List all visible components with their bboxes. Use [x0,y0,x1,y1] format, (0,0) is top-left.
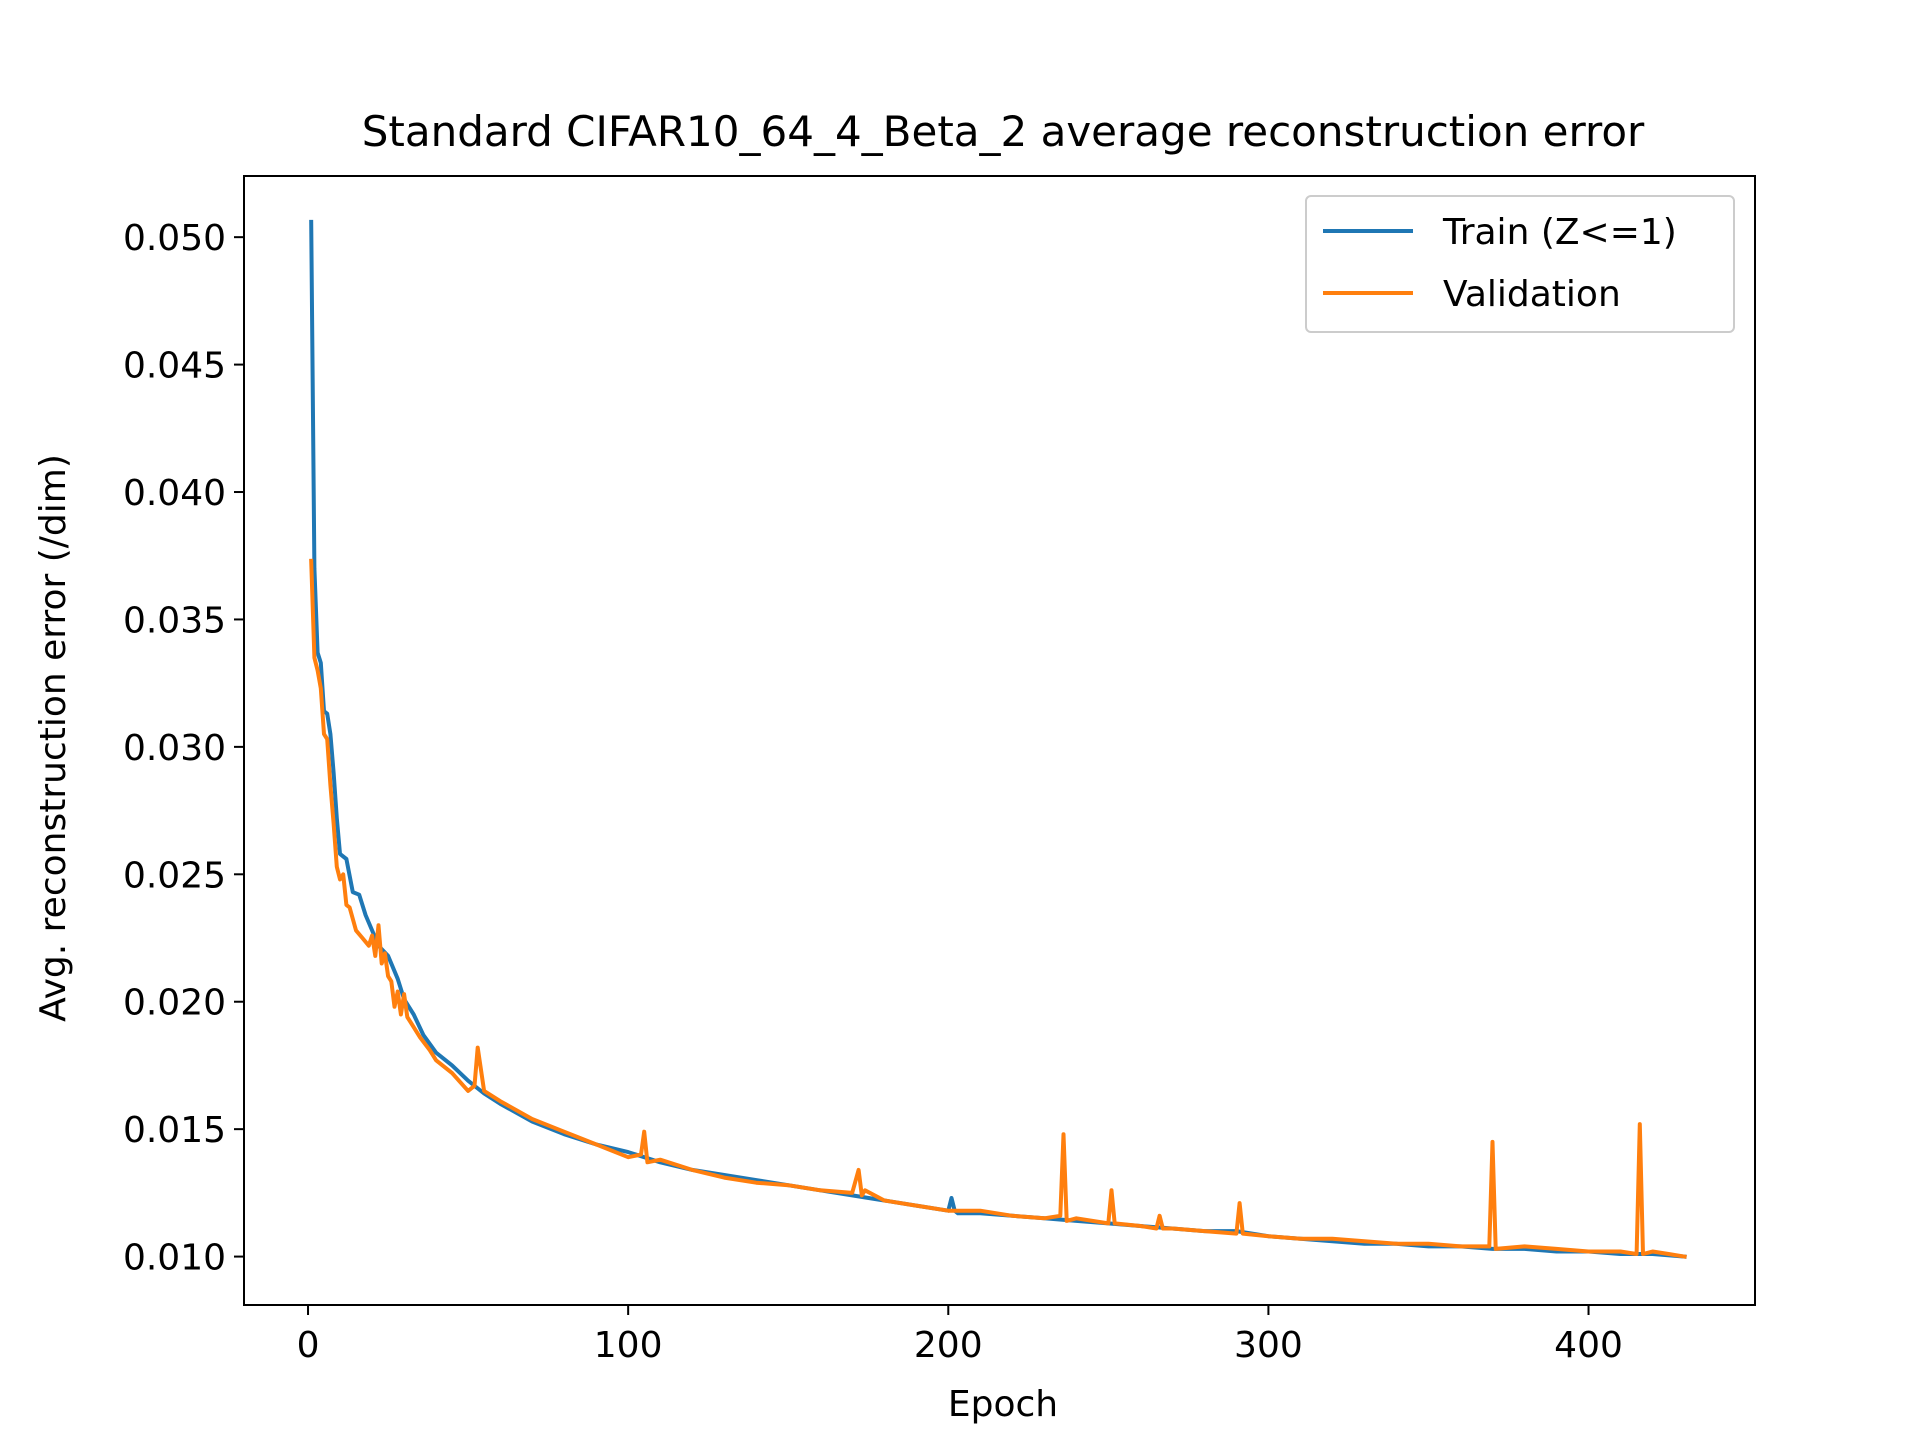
y-tick-label: 0.035 [123,600,226,641]
legend: Train (Z<=1) Validation [1305,195,1735,333]
x-tick-label: 400 [1554,1325,1623,1366]
x-tick-label: 200 [914,1325,983,1366]
series-line-train [309,219,1687,1259]
x-axis-label: Epoch [948,1384,1058,1425]
y-tick-label: 0.025 [123,855,226,896]
y-tick-label: 0.015 [123,1110,226,1151]
x-tick-label: 0 [297,1325,320,1366]
y-tick-label: 0.040 [123,473,226,514]
plot-area [243,175,1756,1306]
legend-label: Validation [1443,274,1621,315]
series-line-validation [309,558,1687,1259]
y-tick-label: 0.020 [123,983,226,1024]
y-tick-label: 0.010 [123,1238,226,1279]
axes-frame [243,175,1756,1306]
y-tick-label: 0.030 [123,728,226,769]
y-axis-label: Avg. reconstruction error (/dim) [33,454,74,1022]
legend-label: Train (Z<=1) [1442,212,1677,253]
x-tick-label: 100 [594,1325,663,1366]
y-axis: 0.010 0.015 0.020 0.025 0.030 0.035 0.040 0.045… [123,218,244,1279]
y-tick-label: 0.050 [123,218,226,259]
x-tick-label: 300 [1234,1325,1303,1366]
y-tick-label: 0.045 [123,346,226,387]
x-axis: 0 100 200 300 400 [297,1305,1623,1366]
chart-title: Standard CIFAR10_64_4_Beta_2 average rec… [362,107,1645,156]
